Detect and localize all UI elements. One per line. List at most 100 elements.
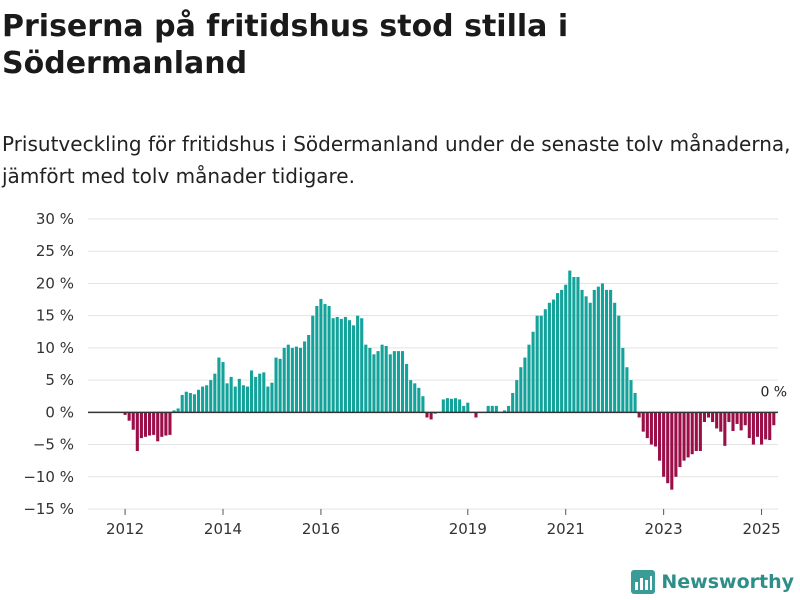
y-tick-label: 10 % xyxy=(36,339,74,357)
x-tick-label: 2021 xyxy=(547,520,585,538)
bar xyxy=(339,318,343,413)
x-tick-label: 2023 xyxy=(645,520,683,538)
bar xyxy=(319,298,323,413)
bar xyxy=(560,289,564,413)
bar xyxy=(274,357,278,413)
bar xyxy=(547,302,551,413)
bar xyxy=(633,393,637,413)
x-tick-label: 2025 xyxy=(742,520,780,538)
y-tick-label: 0 % xyxy=(45,403,74,421)
bar xyxy=(368,347,372,413)
bar xyxy=(388,354,392,413)
chart-title: Priserna på fritidshus stod stilla i Söd… xyxy=(2,9,569,81)
bar xyxy=(604,289,609,413)
bar xyxy=(372,354,376,413)
bar xyxy=(551,299,556,413)
bar xyxy=(311,315,315,413)
bar xyxy=(449,398,454,413)
bar xyxy=(751,412,755,445)
x-axis-labels: 2012 2014 2016 2019 2021 2023 2025 xyxy=(106,509,781,538)
y-tick-label: 15 % xyxy=(36,307,74,325)
bar xyxy=(123,412,127,415)
bar xyxy=(637,412,641,418)
brand-logo: Newsworthy xyxy=(631,570,794,594)
bar xyxy=(143,412,148,437)
bar xyxy=(168,412,172,435)
x-tick-label: 2014 xyxy=(204,520,242,538)
bar xyxy=(315,306,319,413)
bar xyxy=(331,318,335,413)
bar xyxy=(653,412,658,447)
bar xyxy=(286,344,290,413)
bar xyxy=(592,289,596,413)
bar xyxy=(250,370,254,413)
bar xyxy=(613,302,617,413)
bar xyxy=(343,316,347,413)
bar xyxy=(649,412,653,445)
y-tick-label: 20 % xyxy=(36,274,74,292)
bar xyxy=(772,412,776,426)
bar xyxy=(609,289,613,413)
bar xyxy=(270,382,274,413)
bar xyxy=(429,412,433,420)
bar xyxy=(511,393,515,413)
bar xyxy=(323,304,327,413)
bar xyxy=(160,412,164,437)
bar xyxy=(196,389,201,413)
bar xyxy=(180,394,184,413)
bar xyxy=(600,283,604,413)
bar-chart: −15 % −10 % −5 % 0 % 5 % 10 % 15 % 20 % 25 % 30 %… xyxy=(23,210,787,538)
bar xyxy=(172,410,176,413)
bar xyxy=(617,315,621,413)
bar xyxy=(205,385,209,413)
bar xyxy=(723,412,727,446)
bar xyxy=(384,345,388,413)
bar xyxy=(739,412,743,431)
bar xyxy=(662,412,666,477)
bar xyxy=(556,293,560,413)
bar xyxy=(201,386,205,413)
bar xyxy=(531,331,535,413)
bar xyxy=(768,412,772,441)
bars xyxy=(123,270,776,490)
bar xyxy=(523,357,527,413)
bar xyxy=(625,367,629,413)
brand-name: Newsworthy xyxy=(661,571,794,593)
bar xyxy=(352,325,356,413)
bar xyxy=(380,344,384,413)
bar xyxy=(335,316,339,413)
bar xyxy=(298,347,303,413)
bar xyxy=(486,405,490,413)
bar xyxy=(405,364,409,413)
bar xyxy=(135,412,139,451)
y-tick-label: 30 % xyxy=(36,210,74,228)
bar xyxy=(596,286,600,413)
bar xyxy=(347,320,352,413)
bar xyxy=(666,412,670,484)
bar xyxy=(221,362,225,413)
bar xyxy=(164,412,168,436)
x-tick-label: 2012 xyxy=(106,520,144,538)
bar xyxy=(641,412,645,432)
x-tick-label: 2019 xyxy=(449,520,487,538)
bar xyxy=(682,412,686,461)
bar xyxy=(539,315,543,413)
bar xyxy=(670,412,674,490)
bar xyxy=(258,373,262,413)
bar xyxy=(621,347,625,413)
bar xyxy=(727,412,731,422)
bar xyxy=(507,405,511,413)
bar xyxy=(376,351,380,413)
bar xyxy=(494,405,498,413)
bar xyxy=(413,383,417,413)
bar xyxy=(139,412,143,439)
bar xyxy=(254,376,258,413)
bar xyxy=(209,380,213,413)
bar xyxy=(237,378,241,413)
bar xyxy=(266,386,270,413)
bar xyxy=(764,412,768,440)
newsworthy-logo-icon xyxy=(631,570,656,594)
bar xyxy=(229,376,233,413)
bar xyxy=(364,344,368,413)
y-axis-labels: −15 % −10 % −5 % 0 % 5 % 10 % 15 % 20 % 25 % 30 % xyxy=(23,210,74,518)
